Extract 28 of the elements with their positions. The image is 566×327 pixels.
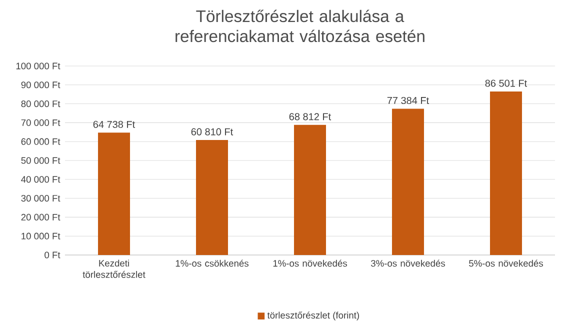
chart-title: Törlesztőrészlet alakulása a referenciakamat változása esetén [176, 10, 424, 42]
x-tick-label: 3%-os növekedés [370, 260, 445, 267]
y-tick-label: 70 000 Ft [21, 119, 60, 126]
y-tick-label: 60 000 Ft [21, 138, 60, 145]
data-label: 77 384 Ft [387, 96, 430, 104]
y-tick-label: 50 000 Ft [21, 157, 60, 164]
y-tick-label: 20 000 Ft [21, 214, 60, 220]
y-tick-label: 10 000 Ft [22, 232, 60, 240]
x-tick-label: 5%-os növekedés [469, 260, 543, 267]
y-tick-label: 0 Ft [44, 252, 60, 258]
bar [392, 108, 424, 255]
y-tick-label: 90 000 Ft [21, 82, 60, 88]
bar [98, 132, 130, 255]
bar [196, 140, 228, 255]
x-tick-label: 1%-os csökkenés [176, 260, 248, 267]
y-tick-label: 80 000 Ft [21, 100, 60, 108]
y-tick-label: 40 000 Ft [21, 176, 60, 183]
y-tick-label: 100 000 Ft [16, 62, 60, 70]
legend-label: törlesztőrészlet (forint) [267, 312, 359, 320]
bar [294, 124, 326, 255]
y-tick-label: 30 000 Ft [21, 194, 60, 202]
data-label: 60 810 Ft [191, 128, 234, 136]
x-tick-label: 1%-os növekedés [273, 260, 347, 267]
data-label: 86 501 Ft [485, 80, 528, 87]
bar [490, 92, 522, 255]
data-label: 64 738 Ft [93, 120, 136, 128]
x-tick-label: Kezdeti törlesztőrészlet [82, 260, 146, 278]
data-label: 68 812 Ft [289, 113, 332, 120]
